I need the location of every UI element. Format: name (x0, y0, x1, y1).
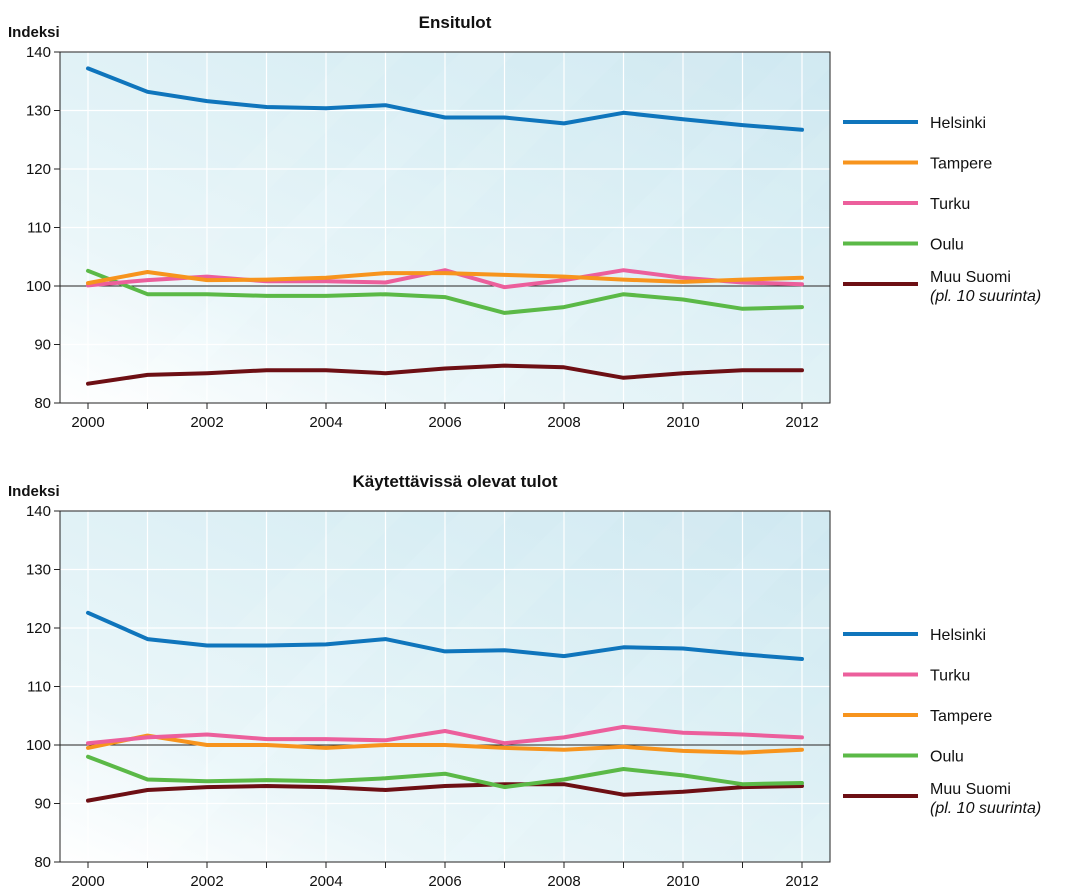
legend-label: Turku (930, 196, 970, 213)
x-tick-label: 2004 (309, 873, 342, 890)
y-tick-label: 90 (34, 796, 51, 813)
x-tick-label: 2008 (547, 414, 580, 431)
y-tick-label: 80 (34, 395, 51, 412)
x-tick-label: 2012 (785, 873, 818, 890)
series-line-oulu (86, 754, 804, 790)
y-tick-label: 100 (26, 737, 51, 754)
y-axis-label: Indeksi (8, 24, 60, 41)
y-tick-label: 90 (34, 337, 51, 354)
x-tick-label: 2002 (190, 873, 223, 890)
series-line-muu-suomi (86, 363, 804, 386)
y-tick-label: 80 (34, 854, 51, 871)
series-line-tampere (86, 270, 804, 286)
y-axis-label: Indeksi (8, 483, 60, 500)
legend-label: Tampere (930, 156, 992, 173)
y-tick-label: 140 (26, 44, 51, 61)
legend-label: Oulu (930, 237, 964, 254)
legend-label: Muu Suomi (930, 781, 1011, 798)
x-tick-label: 2002 (190, 414, 223, 431)
legend-label: Turku (930, 668, 970, 685)
legend-label: Tampere (930, 708, 992, 725)
y-tick-label: 120 (26, 620, 51, 637)
legend-label: Helsinki (930, 627, 986, 644)
y-tick-label: 120 (26, 161, 51, 178)
legend-label: Oulu (930, 749, 964, 766)
series-line-helsinki (86, 66, 804, 132)
x-tick-label: 2010 (666, 873, 699, 890)
y-tick-label: 140 (26, 503, 51, 520)
series-line-muu-suomi (86, 782, 804, 803)
chart-title: Ensitulot (419, 13, 492, 32)
chart-panel-1: 80 90 100 110 120 130 140 2000 2002 2004 2006 2008 2… (8, 13, 1041, 431)
series-line-turku (86, 724, 804, 746)
chart-title: Käytettävissä olevat tulot (352, 472, 557, 491)
x-tick-label: 2000 (71, 873, 104, 890)
y-tick-label: 110 (27, 220, 51, 237)
y-tick-label: 130 (26, 103, 51, 120)
x-tick-label: 2006 (428, 873, 461, 890)
series-line-helsinki (86, 610, 804, 661)
series-line-turku (86, 268, 804, 290)
y-tick-label: 110 (27, 679, 51, 696)
x-tick-label: 2000 (71, 414, 104, 431)
x-tick-label: 2008 (547, 873, 580, 890)
legend-sublabel: (pl. 10 suurinta) (930, 800, 1041, 817)
legend-sublabel: (pl. 10 suurinta) (930, 288, 1041, 305)
x-tick-label: 2006 (428, 414, 461, 431)
legend-label: Muu Suomi (930, 269, 1011, 286)
x-tick-label: 2010 (666, 414, 699, 431)
chart-panel-2: 80 90 100 110 120 130 140 2000 2002 2004 2006 2008 2… (8, 472, 1041, 890)
y-tick-label: 130 (26, 562, 51, 579)
legend-label: Helsinki (930, 115, 986, 132)
series-line-tampere (86, 733, 804, 755)
x-tick-label: 2004 (309, 414, 342, 431)
x-tick-label: 2012 (785, 414, 818, 431)
y-tick-label: 100 (26, 278, 51, 295)
series-line-oulu (86, 268, 804, 315)
